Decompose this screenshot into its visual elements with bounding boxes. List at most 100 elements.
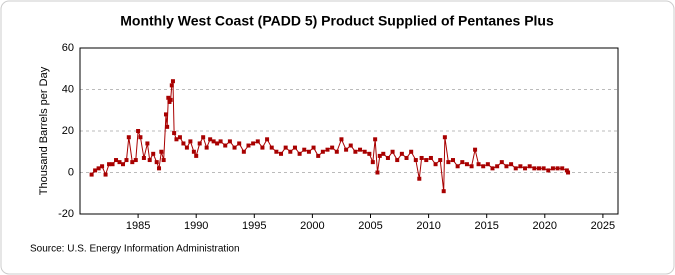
point [170,79,175,84]
chart-title: Monthly West Coast (PADD 5) Product Supp… [120,13,554,29]
point [211,139,216,144]
point [168,97,173,102]
point [469,164,474,169]
point [330,145,335,150]
point [541,166,546,171]
point [283,145,288,150]
point [320,149,325,154]
point [154,160,159,165]
point [302,147,307,152]
point [130,160,135,165]
point [159,149,164,154]
point [114,158,119,163]
point [560,166,565,171]
point [536,166,541,171]
point [395,158,400,163]
point [344,147,349,152]
point [527,164,532,169]
point [311,145,316,150]
point [120,162,125,167]
point [490,166,495,171]
point [117,160,122,165]
point [373,137,378,142]
point [93,168,98,173]
point [215,141,220,146]
point [204,145,209,150]
point [481,164,486,169]
point [255,139,260,144]
point [177,135,182,140]
point [473,147,478,152]
point [334,149,339,154]
point [399,151,404,156]
point [367,151,372,156]
x-tick-label: 2000 [300,220,324,232]
point [157,166,162,171]
point [194,153,199,158]
point [504,164,509,169]
point [509,162,514,167]
point [348,143,353,148]
point [145,141,150,146]
point [353,149,358,154]
point [218,139,223,144]
point [362,149,367,154]
point [191,149,196,154]
point [442,135,447,140]
x-tick-label: 1985 [126,220,150,232]
point [518,164,523,169]
point [126,135,131,140]
point [172,131,177,136]
point [227,139,232,144]
point [377,153,382,158]
point [141,155,146,160]
point [165,124,170,129]
point [89,172,94,177]
point [441,189,446,194]
point [151,151,156,156]
point [564,168,569,173]
point [381,151,386,156]
x-tick-label: 2015 [474,220,498,232]
point [232,145,237,150]
point [438,158,443,163]
point [495,164,500,169]
point [163,112,168,117]
point [433,162,438,167]
point [147,158,152,163]
point [274,149,279,154]
point [532,166,537,171]
y-tick-label: -20 [58,208,74,220]
point [251,141,256,146]
point [133,158,138,163]
point [174,137,179,142]
point [103,172,108,177]
point [279,151,284,156]
point [184,145,189,150]
point [188,139,193,144]
point [339,137,344,142]
point [124,158,129,163]
source-note: Source: U.S. Energy Information Administ… [30,244,240,255]
point [325,147,330,152]
point [136,129,141,133]
point [555,166,560,171]
point [181,141,186,146]
point [428,155,433,160]
plot-border [79,47,619,215]
point [316,153,321,158]
point [370,160,375,165]
point [385,155,390,160]
point [292,145,297,150]
point [485,162,490,167]
point [169,83,174,88]
point [197,141,202,146]
y-tick-label: 20 [62,125,74,137]
point [550,166,555,171]
point [306,149,311,154]
x-tick-label: 2010 [416,220,440,232]
y-tick-label: 60 [62,42,74,54]
y-tick-label: 40 [62,83,74,95]
